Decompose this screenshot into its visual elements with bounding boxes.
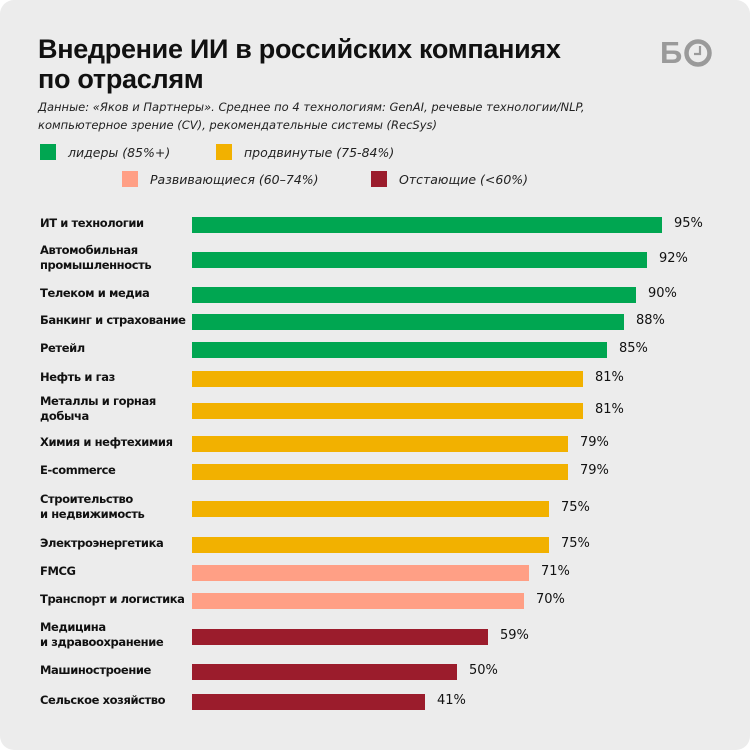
bar-advanced bbox=[192, 436, 568, 452]
clock-icon bbox=[684, 39, 713, 67]
category-label-line: Нефть и газ bbox=[40, 369, 115, 384]
bar-advanced bbox=[192, 537, 549, 553]
value-label: 79% bbox=[580, 463, 609, 478]
bar-leaders bbox=[192, 342, 607, 358]
legend-item-lagging: Отстающие (<60%) bbox=[371, 171, 528, 187]
legend-label-lagging: Отстающие (<60%) bbox=[399, 171, 529, 187]
category-label-line: FMCG bbox=[40, 563, 76, 578]
category-label: Строительство и недвижимость bbox=[40, 492, 190, 522]
category-label-line: Ретейл bbox=[40, 340, 85, 355]
category-label: Сельское хозяйство bbox=[40, 693, 190, 708]
value-label: 81% bbox=[595, 402, 624, 417]
category-label-line: Банкинг и страхование bbox=[40, 312, 186, 327]
category-label: Химия и нефтехимия bbox=[40, 435, 190, 450]
bar-advanced bbox=[192, 403, 583, 419]
category-label-line: промышленность bbox=[40, 258, 152, 272]
category-label: Банкинг и страхование bbox=[40, 313, 190, 328]
bar-leaders bbox=[192, 252, 647, 268]
title-line-2: по отраслям bbox=[38, 64, 204, 94]
category-label-line: E-commerce bbox=[40, 462, 116, 477]
chart-title: Внедрение ИИ в российских компаниях по о… bbox=[38, 34, 598, 94]
value-label: 88% bbox=[636, 313, 665, 328]
legend-label-developing: Развивающиеся (60–74%) bbox=[150, 171, 319, 187]
bar-developing bbox=[192, 593, 524, 609]
category-label: ИТ и технологии bbox=[40, 216, 190, 231]
category-label: Транспорт и логистика bbox=[40, 592, 190, 607]
value-label: 95% bbox=[674, 216, 703, 231]
value-label: 75% bbox=[561, 500, 590, 515]
category-label-line: добыча bbox=[40, 409, 89, 423]
category-label-line: Металлы и горная bbox=[40, 394, 156, 408]
bar-leaders bbox=[192, 217, 662, 233]
category-label-line: Электроэнергетика bbox=[40, 535, 164, 550]
bar-lagging bbox=[192, 629, 488, 645]
category-label-line: Сельское хозяйство bbox=[40, 692, 166, 707]
legend-item-leaders: лидеры (85%+) bbox=[40, 144, 170, 160]
bar-lagging bbox=[192, 694, 425, 710]
legend-item-developing: Развивающиеся (60–74%) bbox=[122, 171, 319, 187]
category-label-line: Медицина bbox=[40, 620, 106, 634]
title-line-1: Внедрение ИИ в российских компаниях bbox=[38, 34, 561, 64]
bar-leaders bbox=[192, 314, 624, 330]
category-label: Телеком и медиа bbox=[40, 286, 190, 301]
bar-lagging bbox=[192, 664, 457, 680]
bar-advanced bbox=[192, 501, 549, 517]
category-label-line: Автомобильная bbox=[40, 243, 138, 257]
value-label: 71% bbox=[541, 564, 570, 579]
logo-letter-b: Б bbox=[660, 35, 683, 70]
bar-leaders bbox=[192, 287, 636, 303]
value-label: 85% bbox=[619, 341, 648, 356]
value-label: 70% bbox=[536, 592, 565, 607]
bo-logo: БО Б bbox=[660, 37, 713, 69]
value-label: 81% bbox=[595, 370, 624, 385]
bar-advanced bbox=[192, 464, 568, 480]
category-label-line: и здравоохранение bbox=[40, 635, 164, 649]
category-label: Медицина и здравоохранение bbox=[40, 620, 190, 650]
bar-developing bbox=[192, 565, 529, 581]
category-label: Машиностроение bbox=[40, 663, 190, 678]
bar-advanced bbox=[192, 371, 583, 387]
value-label: 90% bbox=[648, 286, 677, 301]
legend-label-leaders: лидеры (85%+) bbox=[68, 144, 171, 160]
subtitle-line-1: Данные: «Яков и Партнеры». Среднее по 4 … bbox=[38, 100, 585, 114]
category-label: E-commerce bbox=[40, 463, 190, 478]
category-label: Нефть и газ bbox=[40, 370, 190, 385]
value-label: 75% bbox=[561, 536, 590, 551]
category-label: Электроэнергетика bbox=[40, 536, 190, 551]
chart-subtitle: Данные: «Яков и Партнеры». Среднее по 4 … bbox=[38, 98, 678, 134]
category-label-line: и недвижимость bbox=[40, 507, 145, 521]
legend-swatch-lagging bbox=[371, 171, 387, 187]
legend-swatch-advanced bbox=[216, 144, 232, 160]
category-label-line: Телеком и медиа bbox=[40, 285, 150, 300]
category-label: Ретейл bbox=[40, 341, 190, 356]
subtitle-line-2: компьютерное зрение (CV), рекомендательн… bbox=[38, 118, 438, 132]
value-label: 92% bbox=[659, 251, 688, 266]
category-label-line: ИТ и технологии bbox=[40, 215, 144, 230]
legend-swatch-leaders bbox=[40, 144, 56, 160]
category-label: Автомобильная промышленность bbox=[40, 243, 190, 273]
value-label: 79% bbox=[580, 435, 609, 450]
category-label: FMCG bbox=[40, 564, 190, 579]
category-label-line: Машиностроение bbox=[40, 662, 151, 677]
legend-item-advanced: продвинутые (75-84%) bbox=[216, 144, 394, 160]
legend-label-advanced: продвинутые (75-84%) bbox=[244, 144, 395, 160]
value-label: 50% bbox=[469, 663, 498, 678]
legend-swatch-developing bbox=[122, 171, 138, 187]
category-label-line: Химия и нефтехимия bbox=[40, 434, 173, 449]
category-label: Металлы и горная добыча bbox=[40, 394, 190, 424]
value-label: 41% bbox=[437, 693, 466, 708]
category-label-line: Строительство bbox=[40, 492, 133, 506]
category-label-line: Транспорт и логистика bbox=[40, 591, 185, 606]
value-label: 59% bbox=[500, 628, 529, 643]
